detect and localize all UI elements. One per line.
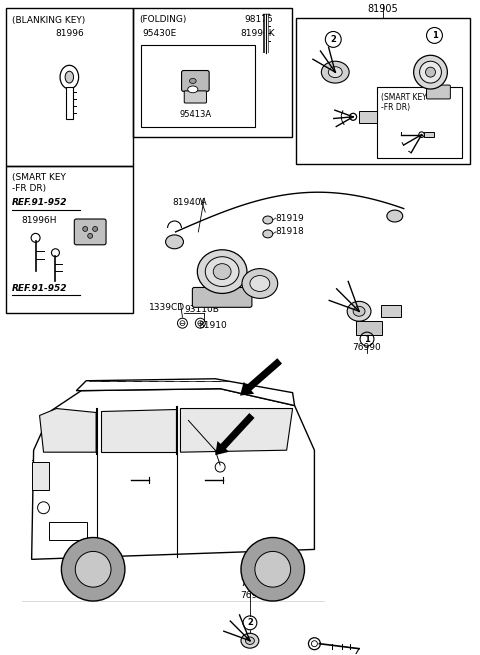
Bar xyxy=(49,521,87,540)
Text: 76990: 76990 xyxy=(353,343,382,352)
Polygon shape xyxy=(39,409,96,452)
FancyBboxPatch shape xyxy=(181,71,209,91)
FancyBboxPatch shape xyxy=(192,288,252,307)
Text: 81910: 81910 xyxy=(198,321,227,330)
Ellipse shape xyxy=(197,250,247,293)
Ellipse shape xyxy=(245,637,254,645)
Ellipse shape xyxy=(250,276,270,291)
Text: 2: 2 xyxy=(247,618,253,627)
Text: 2: 2 xyxy=(330,35,336,44)
Ellipse shape xyxy=(88,233,93,238)
Text: (SMART KEY: (SMART KEY xyxy=(381,93,427,102)
Text: 76910Z: 76910Z xyxy=(240,591,275,600)
Text: -FR DR): -FR DR) xyxy=(381,103,410,112)
FancyBboxPatch shape xyxy=(184,91,206,103)
Ellipse shape xyxy=(93,227,97,231)
Text: REF.91-952: REF.91-952 xyxy=(12,284,67,293)
Bar xyxy=(6,8,133,166)
Ellipse shape xyxy=(263,216,273,224)
Ellipse shape xyxy=(188,86,198,93)
Polygon shape xyxy=(215,413,254,455)
Bar xyxy=(356,321,382,335)
Text: 76910Y: 76910Y xyxy=(240,579,274,588)
Polygon shape xyxy=(66,87,72,119)
Ellipse shape xyxy=(83,227,88,231)
Text: (FOLDING): (FOLDING) xyxy=(139,14,186,24)
Ellipse shape xyxy=(205,257,239,286)
Ellipse shape xyxy=(190,79,196,83)
Text: 81919: 81919 xyxy=(276,214,304,223)
Text: 1: 1 xyxy=(432,31,437,40)
Circle shape xyxy=(75,552,111,587)
Bar xyxy=(141,45,255,126)
Bar xyxy=(6,166,133,313)
Ellipse shape xyxy=(322,61,349,83)
Bar xyxy=(296,18,470,164)
Ellipse shape xyxy=(312,641,317,646)
Text: 95413A: 95413A xyxy=(180,110,211,119)
Polygon shape xyxy=(240,358,282,396)
Polygon shape xyxy=(32,388,314,559)
Ellipse shape xyxy=(60,66,79,89)
Text: 1: 1 xyxy=(364,335,370,344)
Bar xyxy=(377,87,462,159)
Text: -FR DR): -FR DR) xyxy=(12,184,46,193)
Text: 81996K: 81996K xyxy=(240,29,275,39)
Polygon shape xyxy=(101,409,176,452)
Bar xyxy=(32,462,49,490)
Ellipse shape xyxy=(213,264,231,280)
Text: (BLANKING KEY): (BLANKING KEY) xyxy=(12,16,85,25)
Ellipse shape xyxy=(328,67,342,77)
Text: REF.91-952: REF.91-952 xyxy=(12,198,67,207)
Bar xyxy=(424,132,434,138)
Bar xyxy=(381,305,401,317)
Ellipse shape xyxy=(420,61,442,83)
Circle shape xyxy=(255,552,290,587)
Polygon shape xyxy=(180,409,293,452)
Text: 98175: 98175 xyxy=(244,14,273,24)
Ellipse shape xyxy=(387,210,403,222)
Text: 81918: 81918 xyxy=(276,227,304,236)
Text: 81996H: 81996H xyxy=(22,216,57,225)
Ellipse shape xyxy=(166,235,183,249)
Ellipse shape xyxy=(242,269,278,299)
Text: 81940A: 81940A xyxy=(172,198,207,207)
Text: 95430E: 95430E xyxy=(143,29,177,39)
Ellipse shape xyxy=(353,307,365,316)
Text: 1339CD: 1339CD xyxy=(149,303,185,312)
Text: 81905: 81905 xyxy=(368,4,398,14)
Ellipse shape xyxy=(65,71,73,83)
Text: (SMART KEY: (SMART KEY xyxy=(12,174,66,182)
Circle shape xyxy=(61,538,125,601)
Polygon shape xyxy=(76,379,295,405)
Text: 93110B: 93110B xyxy=(184,305,219,314)
Bar xyxy=(359,111,377,122)
Ellipse shape xyxy=(426,67,435,77)
FancyBboxPatch shape xyxy=(74,219,106,245)
Circle shape xyxy=(241,538,304,601)
Ellipse shape xyxy=(347,301,371,321)
Text: 81996: 81996 xyxy=(55,29,84,39)
Ellipse shape xyxy=(414,55,447,89)
Bar xyxy=(133,8,291,137)
FancyBboxPatch shape xyxy=(427,85,450,99)
Ellipse shape xyxy=(263,230,273,238)
Ellipse shape xyxy=(241,633,259,648)
